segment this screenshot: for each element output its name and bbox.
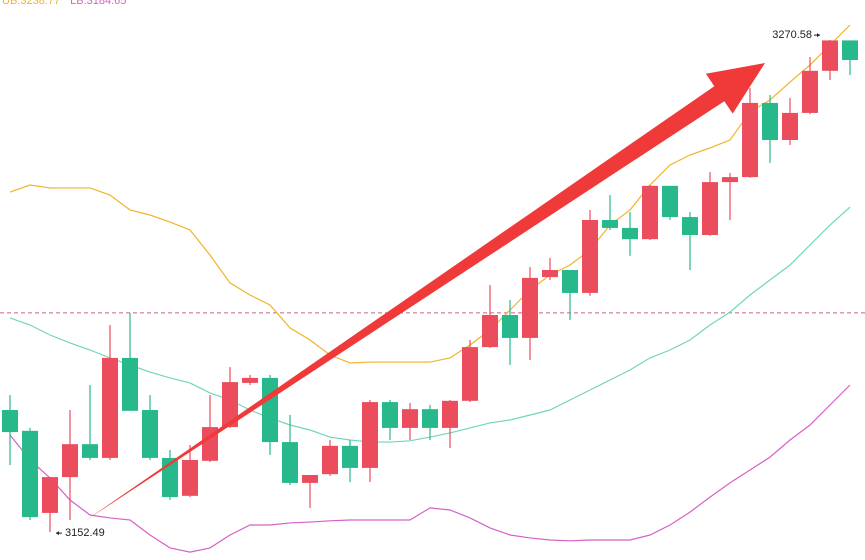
candle-body bbox=[122, 357, 138, 411]
candle-body bbox=[422, 409, 438, 428]
legend-entry: UB:3238.77 bbox=[2, 0, 60, 7]
candle-body bbox=[42, 477, 58, 513]
trend-arrow bbox=[85, 63, 765, 521]
high-label: 3270.58 bbox=[772, 29, 812, 41]
high-pointer-head bbox=[817, 33, 820, 38]
candle-body bbox=[702, 182, 718, 235]
candle-body bbox=[2, 410, 18, 433]
candle-body bbox=[762, 102, 778, 140]
candle-body bbox=[282, 442, 298, 483]
candle-body bbox=[742, 102, 758, 178]
candle-body bbox=[262, 377, 278, 443]
candle-body bbox=[822, 40, 838, 71]
candle-body bbox=[62, 444, 78, 478]
candle-body bbox=[382, 402, 398, 428]
band-line bbox=[9, 384, 851, 553]
candle-body bbox=[242, 377, 258, 383]
band-line bbox=[9, 24, 851, 364]
candle-body bbox=[482, 315, 498, 348]
candle-body bbox=[662, 185, 678, 218]
candle-body bbox=[442, 400, 458, 428]
candle-body bbox=[302, 475, 318, 483]
candle-body bbox=[402, 409, 418, 428]
candle-body bbox=[782, 112, 798, 140]
candle-body bbox=[842, 40, 858, 60]
candle-body bbox=[602, 220, 618, 228]
candle-body bbox=[102, 357, 118, 458]
candle-body bbox=[682, 217, 698, 235]
legend-entry: LB:3184.65 bbox=[70, 0, 126, 7]
candle-body bbox=[522, 277, 538, 338]
candle-body bbox=[622, 227, 638, 240]
labels: UB:3238.77 LB:3184.65 3270.58 3152.49 bbox=[2, 0, 820, 539]
candle-body bbox=[562, 270, 578, 293]
candle-body bbox=[462, 347, 478, 401]
low-pointer-head bbox=[56, 531, 59, 536]
candle-body bbox=[502, 315, 518, 338]
candle-body bbox=[182, 460, 198, 496]
candle-body bbox=[142, 410, 158, 458]
candle-body bbox=[222, 382, 238, 428]
candles bbox=[2, 40, 858, 533]
candle-body bbox=[582, 220, 598, 293]
candle-body bbox=[722, 177, 738, 183]
candle-body bbox=[342, 445, 358, 468]
candle-body bbox=[82, 444, 98, 458]
low-label: 3152.49 bbox=[65, 527, 105, 539]
candle-body bbox=[802, 70, 818, 113]
candle-body bbox=[642, 185, 658, 240]
candle-body bbox=[362, 402, 378, 468]
candle-body bbox=[322, 445, 338, 475]
candle-body bbox=[22, 430, 38, 518]
candle-body bbox=[542, 270, 558, 278]
